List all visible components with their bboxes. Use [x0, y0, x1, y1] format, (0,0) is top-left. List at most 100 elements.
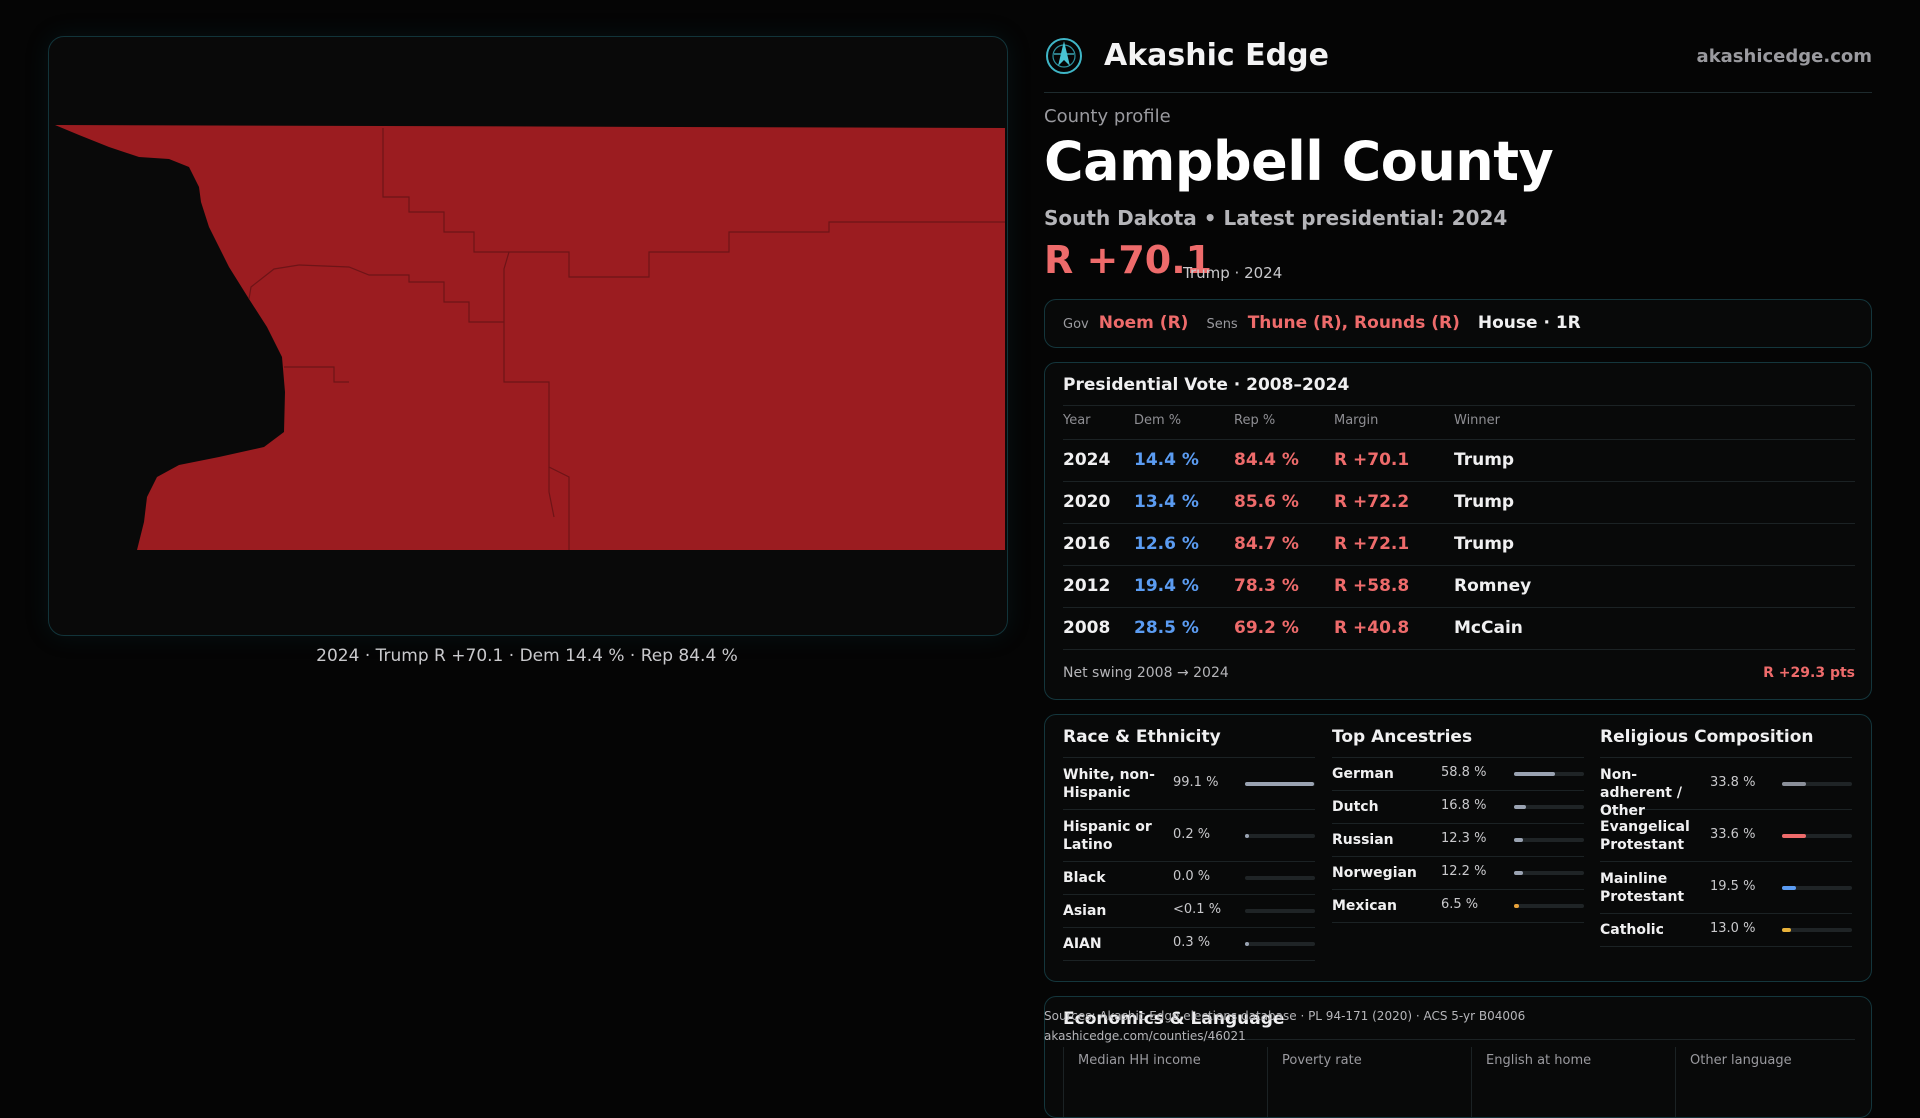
table-row[interactable]: 2012 19.4 % 78.3 % R +58.8 Romney	[1063, 566, 1855, 608]
row-margin: R +40.8	[1334, 618, 1410, 638]
divider	[1063, 405, 1855, 406]
row-rep: 69.2 %	[1234, 618, 1299, 638]
row-winner: Trump	[1454, 450, 1515, 470]
presidential-title: Presidential Vote · 2008–2024	[1063, 375, 1350, 395]
ancestry-row[interactable]: Russian 12.3 %	[1332, 824, 1584, 857]
religion-bar	[1782, 885, 1852, 890]
ancestry-section: Top Ancestries German 58.8 % Dutch 16.8 % Ru…	[1332, 727, 1584, 923]
row-dem: 14.4 %	[1134, 450, 1199, 470]
religion-row[interactable]: Catholic 13.0 %	[1600, 914, 1852, 947]
latest-margin: R +70.1	[1044, 238, 1213, 282]
race-label: Asian	[1063, 903, 1107, 919]
ancestry-bar	[1514, 871, 1584, 875]
row-rep: 78.3 %	[1234, 576, 1299, 596]
map-caption: 2024 · Trump R +70.1 · Dem 14.4 % · Rep …	[316, 646, 738, 666]
sources-line: Sources: Akashic Edge elections database…	[1044, 1009, 1526, 1023]
header-winner: Winner	[1454, 413, 1501, 428]
ancestry-label: Norwegian	[1332, 865, 1417, 881]
ancestry-label: German	[1332, 766, 1394, 782]
race-row[interactable]: AIAN 0.3 %	[1063, 928, 1315, 961]
race-row[interactable]: Black 0.0 %	[1063, 862, 1315, 895]
header-margin: Margin	[1334, 413, 1379, 428]
race-label: AIAN	[1063, 936, 1102, 952]
sources-link[interactable]: akashicedge.com/counties/46021	[1044, 1029, 1246, 1043]
ancestry-row[interactable]: Mexican 6.5 %	[1332, 890, 1584, 923]
stat-label: Poverty rate	[1282, 1053, 1362, 1068]
ancestry-bar-fill	[1514, 838, 1523, 842]
race-label: White, non-Hispanic	[1063, 766, 1155, 801]
row-year: 2016	[1063, 534, 1111, 554]
ancestry-row[interactable]: German 58.8 %	[1332, 758, 1584, 791]
brand-name[interactable]: Akashic Edge	[1104, 38, 1329, 73]
ancestry-title: Top Ancestries	[1332, 727, 1584, 758]
religion-value: 13.0 %	[1710, 921, 1756, 936]
religion-row[interactable]: Mainline Protestant 19.5 %	[1600, 862, 1852, 914]
religion-bar-fill	[1782, 781, 1806, 786]
race-value: <0.1 %	[1173, 902, 1222, 917]
ancestry-bar-fill	[1514, 805, 1526, 809]
religion-value: 19.5 %	[1710, 878, 1756, 894]
religion-bar-fill	[1782, 885, 1796, 890]
table-row[interactable]: 2016 12.6 % 84.7 % R +72.1 Trump	[1063, 524, 1855, 566]
race-value: 99.1 %	[1173, 774, 1219, 790]
sens-label: Sens	[1206, 317, 1238, 332]
religion-label: Mainline Protestant	[1600, 870, 1685, 905]
county-map[interactable]	[49, 37, 1007, 635]
header-rep: Rep %	[1234, 413, 1276, 428]
row-rep: 84.4 %	[1234, 450, 1299, 470]
religion-bar	[1782, 928, 1852, 932]
religion-value: 33.6 %	[1710, 826, 1756, 842]
religion-label: Non-adherent / Other	[1600, 766, 1682, 819]
economics-title: Economics & Language	[1063, 1009, 1285, 1029]
ancestry-bar-fill	[1514, 772, 1555, 776]
religion-bar-fill	[1782, 833, 1806, 838]
stat-label: Other language	[1690, 1053, 1792, 1068]
religion-row[interactable]: Non-adherent / Other 33.8 %	[1600, 758, 1852, 819]
profile-eyebrow: County profile	[1044, 106, 1171, 127]
row-dem: 12.6 %	[1134, 534, 1199, 554]
race-bar	[1245, 833, 1315, 838]
brand-url[interactable]: akashicedge.com	[1696, 46, 1872, 67]
county-map-card	[48, 36, 1008, 636]
county-shape[interactable]	[55, 125, 1005, 550]
stat-cell-income: Median HH income	[1063, 1047, 1268, 1117]
sources-note: Sources: Akashic Edge elections database…	[1044, 1006, 1525, 1046]
table-row[interactable]: 2024 14.4 % 84.4 % R +70.1 Trump	[1063, 440, 1855, 482]
race-row[interactable]: White, non-Hispanic 99.1 %	[1063, 758, 1315, 810]
page-title: Campbell County	[1044, 130, 1554, 193]
table-row[interactable]: 2008 28.5 % 69.2 % R +40.8 McCain	[1063, 608, 1855, 650]
religion-label: Catholic	[1600, 922, 1664, 938]
house-value: House · 1R	[1477, 313, 1581, 333]
row-winner: Trump	[1454, 492, 1515, 512]
row-dem: 19.4 %	[1134, 576, 1199, 596]
row-margin: R +58.8	[1334, 576, 1410, 596]
race-bar-fill	[1245, 833, 1249, 838]
religion-bar-fill	[1782, 928, 1791, 932]
ancestry-row[interactable]: Dutch 16.8 %	[1332, 791, 1584, 824]
religion-title: Religious Composition	[1600, 727, 1852, 758]
race-label: Hispanic or Latino	[1063, 818, 1152, 853]
religion-list: Non-adherent / Other 33.8 % Evangelical Pr…	[1600, 758, 1852, 947]
ancestry-row[interactable]: Norwegian 12.2 %	[1332, 857, 1584, 890]
stat-cell-poverty: Poverty rate	[1267, 1047, 1472, 1117]
sens-value: Thune (R), Rounds (R)	[1247, 313, 1460, 333]
religion-section: Religious Composition Non-adherent / Oth…	[1600, 727, 1852, 947]
stat-cell-english: English at home	[1471, 1047, 1676, 1117]
race-bar	[1245, 942, 1315, 946]
table-row[interactable]: 2020 13.4 % 85.6 % R +72.2 Trump	[1063, 482, 1855, 524]
ancestry-value: 6.5 %	[1441, 897, 1479, 912]
row-winner: Trump	[1454, 534, 1515, 554]
religion-row[interactable]: Evangelical Protestant 33.6 %	[1600, 810, 1852, 862]
ancestry-value: 16.8 %	[1441, 798, 1487, 813]
divider	[1063, 1039, 1855, 1040]
divider	[1063, 439, 1855, 440]
race-row[interactable]: Hispanic or Latino 0.2 %	[1063, 810, 1315, 862]
compass-logo-icon	[1046, 38, 1082, 74]
religion-label: Evangelical Protestant	[1600, 818, 1690, 853]
stat-cell-other-language: Other language	[1675, 1047, 1856, 1117]
stat-label: English at home	[1486, 1053, 1592, 1068]
ancestry-bar-fill	[1514, 904, 1519, 908]
race-row[interactable]: Asian <0.1 %	[1063, 895, 1315, 928]
gov-label: Gov	[1063, 317, 1089, 332]
row-rep: 84.7 %	[1234, 534, 1299, 554]
